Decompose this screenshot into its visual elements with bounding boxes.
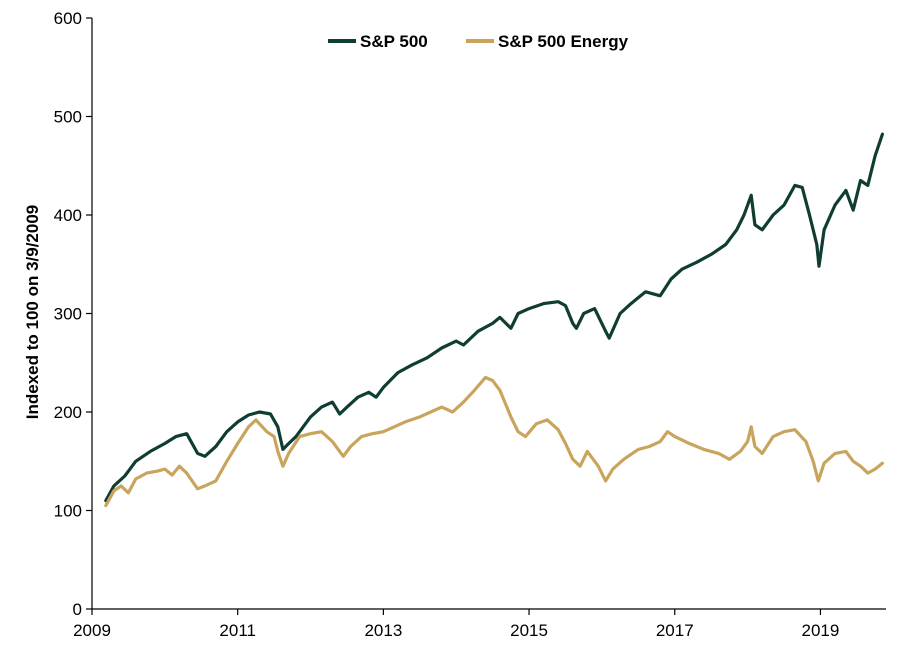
x-tick-label: 2011 (219, 621, 256, 640)
y-tick-label: 100 (54, 502, 82, 521)
legend-label: S&P 500 (360, 32, 428, 51)
x-tick-label: 2009 (73, 621, 111, 640)
axes: 0 100 200 300 400 500 600 2009 2011 2013 2015 2017 2… (54, 9, 886, 640)
y-tick-label: 300 (54, 305, 82, 324)
y-tick-label: 600 (54, 9, 82, 28)
y-tick-label: 0 (73, 600, 82, 619)
y-axis-title: Indexed to 100 on 3/9/2009 (23, 205, 42, 419)
x-tick-label: 2013 (364, 621, 402, 640)
legend-label: S&P 500 Energy (498, 32, 629, 51)
y-tick-label: 200 (54, 403, 82, 422)
series-line-s-p-500 (104, 132, 884, 503)
x-tick-label: 2017 (656, 621, 694, 640)
x-tick-label: 2015 (510, 621, 548, 640)
x-tick-label: 2019 (802, 621, 840, 640)
y-tick-label: 500 (54, 108, 82, 127)
series-lines (104, 132, 884, 508)
series-line-s-p-500-energy (104, 375, 884, 508)
legend: S&P 500 S&P 500 Energy (328, 32, 629, 51)
y-tick-label: 400 (54, 206, 82, 225)
